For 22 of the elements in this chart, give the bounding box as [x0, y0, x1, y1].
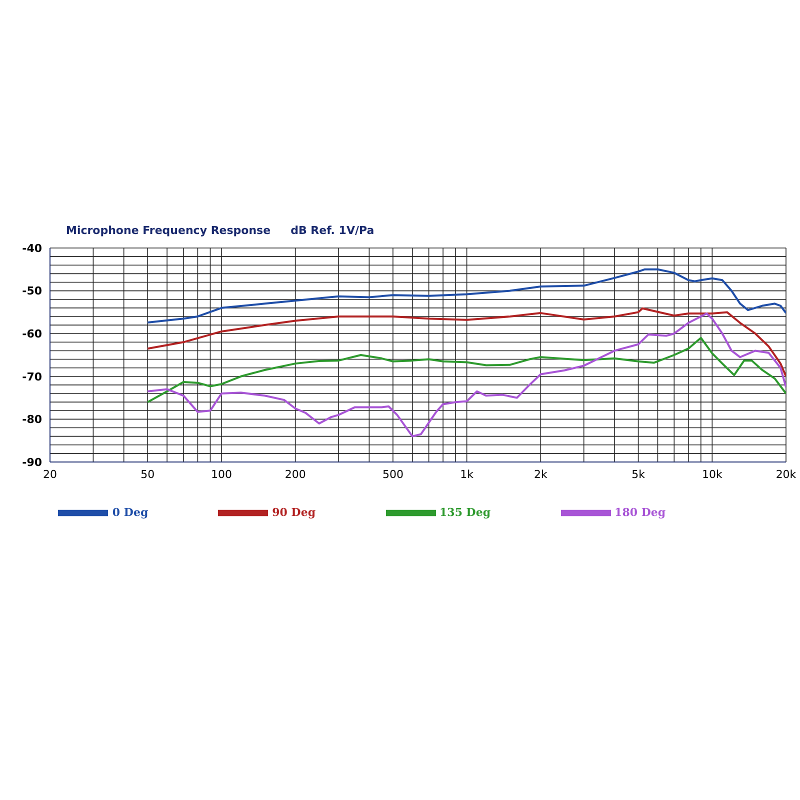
legend-label: 90 Deg	[272, 506, 316, 519]
x-tick-label: 500	[382, 468, 404, 481]
y-tick-label: -40	[22, 242, 42, 255]
y-tick-label: -80	[22, 413, 42, 426]
x-tick-label: 2k	[534, 468, 548, 481]
chart-title: Microphone Frequency Response	[66, 224, 271, 238]
legend-label: 135 Deg	[440, 506, 491, 519]
legend-label: 180 Deg	[614, 506, 666, 519]
y-tick-label: -60	[22, 328, 42, 341]
legend-label: 0 Deg	[112, 506, 148, 519]
chart-subtitle: dB Ref. 1V/Pa	[290, 224, 374, 238]
x-tick-label: 200	[284, 468, 306, 481]
x-tick-label: 10k	[702, 468, 723, 481]
y-tick-label: -90	[22, 456, 42, 469]
x-tick-label: 100	[210, 468, 232, 481]
x-tick-label: 20k	[776, 468, 797, 481]
x-tick-label: 1k	[460, 468, 474, 481]
x-tick-label: 5k	[632, 468, 646, 481]
x-tick-label: 20	[43, 468, 57, 481]
y-tick-label: -70	[22, 370, 42, 384]
x-tick-label: 50	[140, 468, 155, 481]
y-tick-label: -50	[22, 284, 42, 298]
